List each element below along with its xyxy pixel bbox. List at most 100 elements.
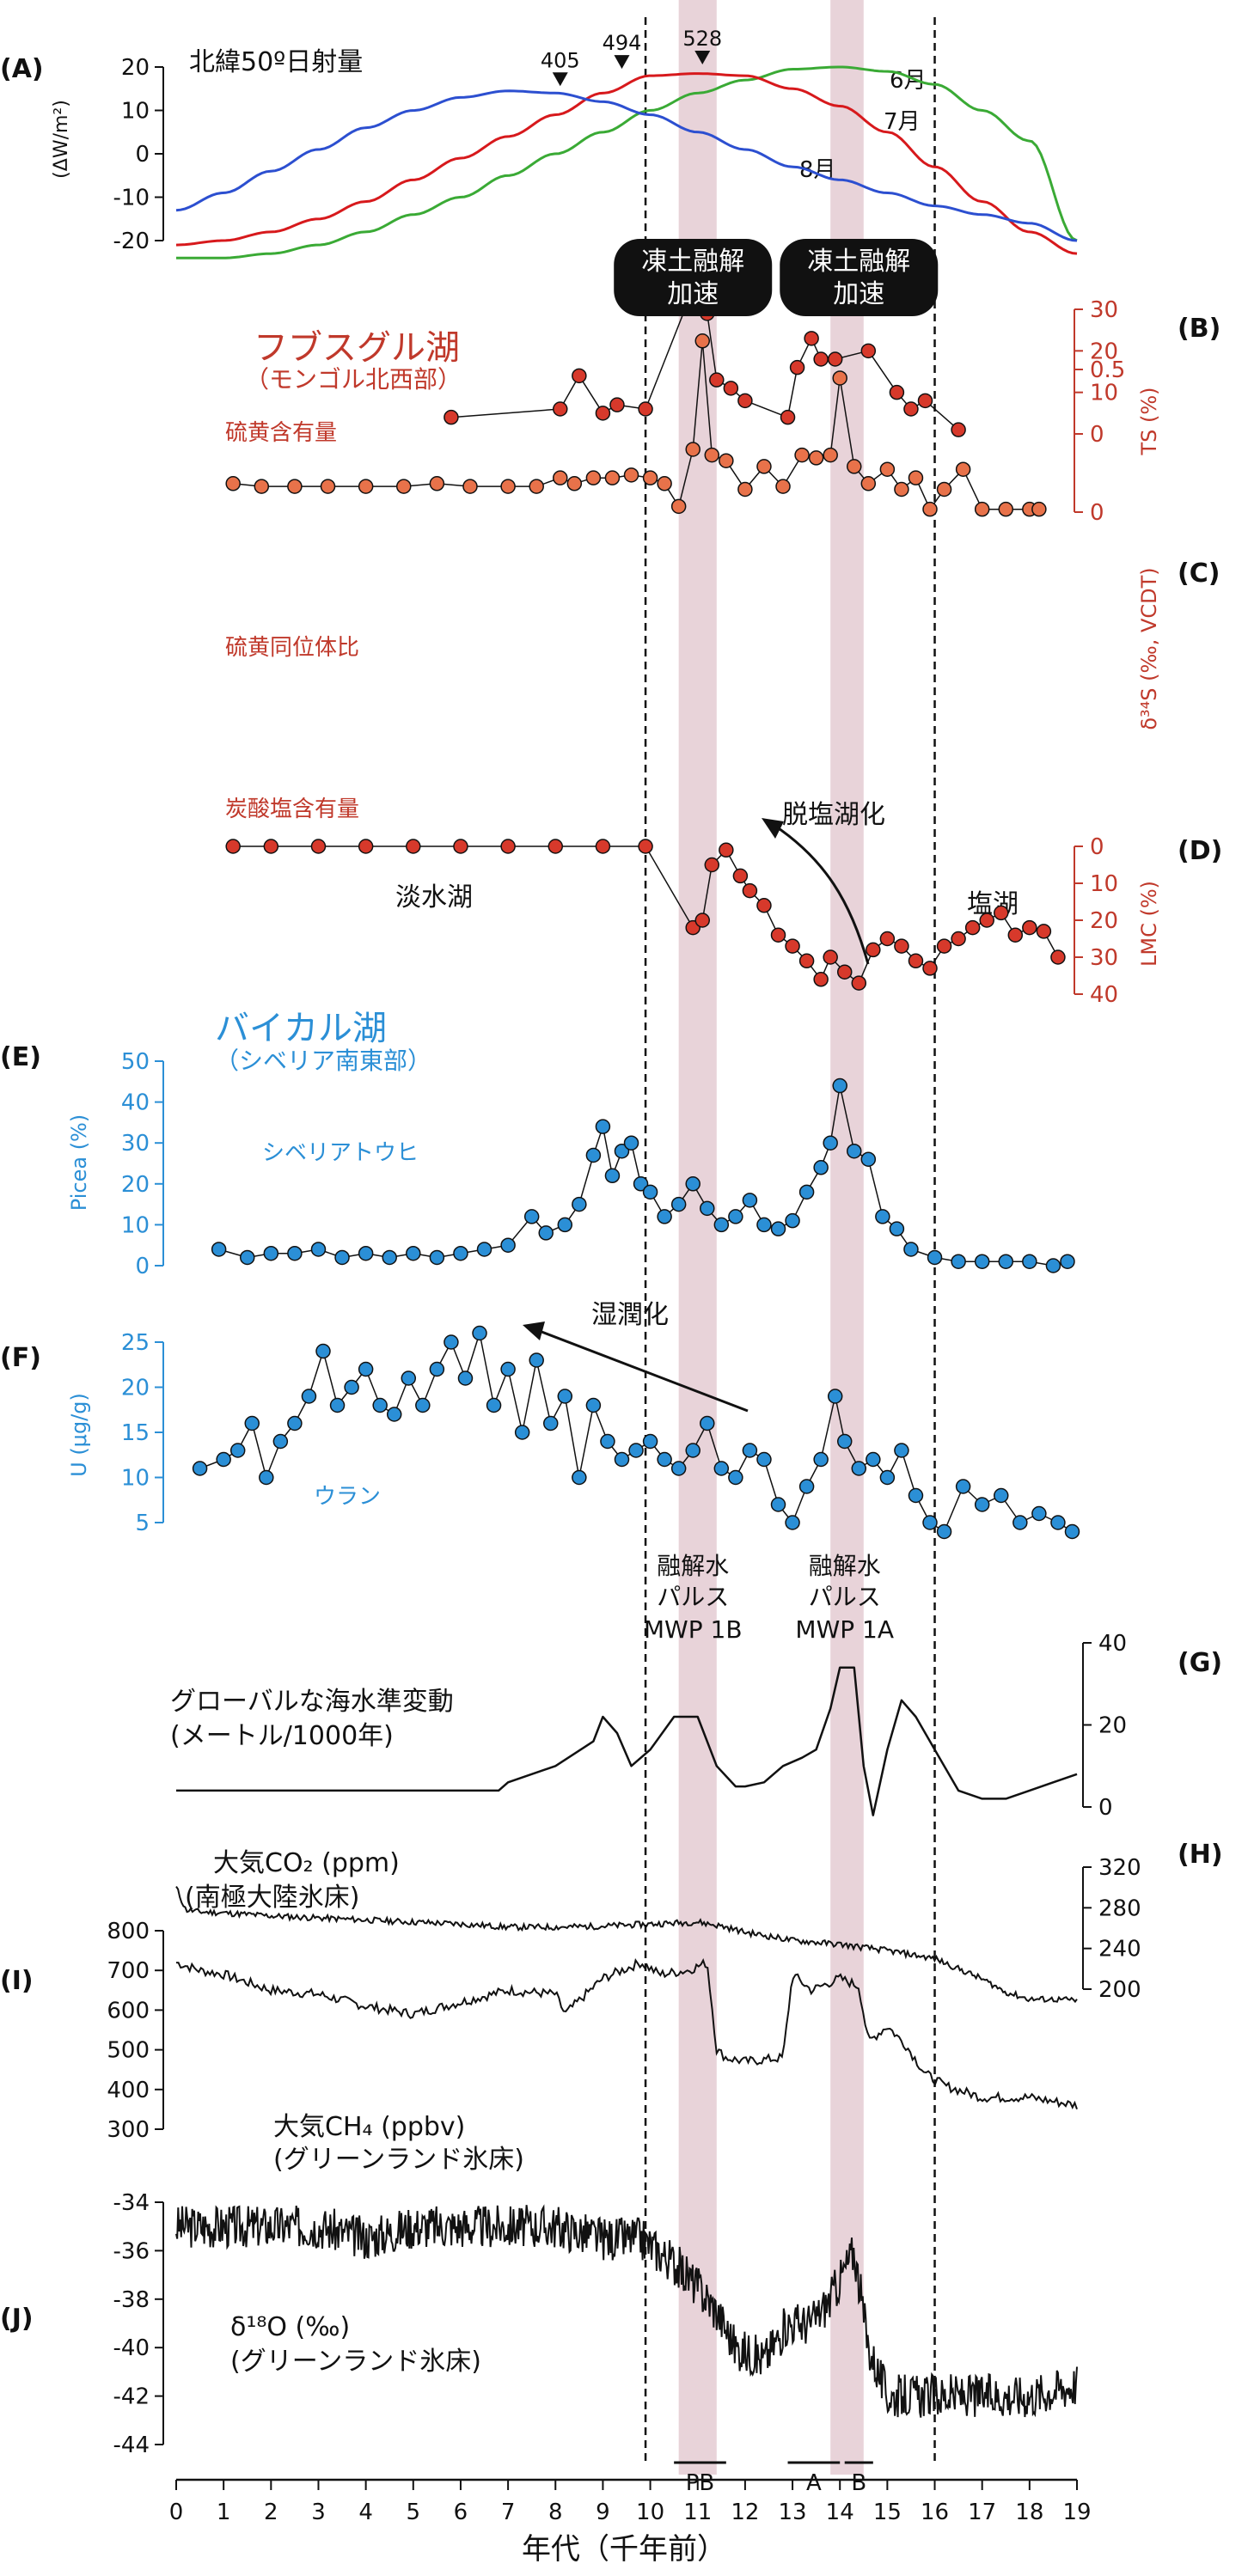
co2-tick-label: 280 <box>1098 1895 1141 1921</box>
lmc-point <box>704 857 720 873</box>
lmc-annotation: 炭酸塩含有量 <box>225 797 359 822</box>
lmc-point <box>785 938 800 954</box>
d34s-point <box>737 393 753 409</box>
mwp-label: 融解水 <box>809 1552 881 1580</box>
uranium-tick-label: 10 <box>121 1466 150 1492</box>
lmc-point <box>866 942 881 958</box>
panel-b-ts: 0.50 <box>225 314 1125 526</box>
lmc-point <box>263 839 279 854</box>
mwp-label: MWP 1A <box>795 1615 894 1644</box>
thaw-callout-text: 凍土融解 <box>807 247 910 277</box>
hovsgol-subtitle: （モンゴル北西部） <box>245 365 462 394</box>
uranium-point <box>756 1451 772 1468</box>
picea-point <box>523 1209 540 1224</box>
ts-point <box>320 479 336 494</box>
uranium-point <box>514 1425 530 1440</box>
panel-label-a: (A) <box>0 54 44 84</box>
ts-point <box>879 461 896 477</box>
picea-point <box>1022 1254 1037 1269</box>
uranium-point <box>713 1461 730 1476</box>
insolation-tick-label: 20 <box>121 55 150 81</box>
d34s-point <box>827 351 843 367</box>
ts-point <box>1031 501 1047 517</box>
lmc-point <box>719 842 734 858</box>
ts-point <box>860 476 877 491</box>
uranium-point <box>542 1415 559 1431</box>
lmc-point <box>225 839 241 854</box>
picea-point <box>860 1151 877 1167</box>
picea-point <box>728 1209 743 1224</box>
uranium-point <box>557 1389 573 1404</box>
highlight-band-1 <box>830 0 864 2475</box>
thaw-callout-0 <box>614 239 773 316</box>
sealevel-tick-label: 0 <box>1098 1795 1113 1821</box>
picea-point <box>742 1193 758 1208</box>
ts-point <box>974 501 990 517</box>
desalination-arrowhead <box>762 818 784 839</box>
d34s-point <box>889 384 905 400</box>
co2-tick-label: 240 <box>1098 1937 1141 1963</box>
picea-point <box>927 1249 943 1266</box>
thaw-callout-text: 加速 <box>833 279 884 309</box>
d18o-tick-label: -34 <box>113 2190 150 2216</box>
picea-tick-label: 0 <box>135 1254 150 1279</box>
d34s-tick-label: 10 <box>1090 381 1118 406</box>
x-tick-label: 9 <box>596 2500 610 2525</box>
lmc-point <box>922 961 938 976</box>
ts-point <box>396 479 412 494</box>
ts-point <box>225 476 241 491</box>
d34s-point <box>804 331 819 346</box>
picea-point <box>287 1245 303 1261</box>
uranium-point <box>486 1397 502 1413</box>
ts-point <box>694 333 711 349</box>
lmc-point <box>1036 924 1052 939</box>
picea-point <box>476 1242 492 1257</box>
ch4-tick-label: 400 <box>107 2078 150 2103</box>
picea-point <box>713 1217 730 1233</box>
panel-c-d34s: 30 20 10 0 <box>444 293 1118 448</box>
insolation-jun-line <box>176 65 1078 259</box>
d34s-point <box>444 409 459 425</box>
ts-point <box>604 470 621 485</box>
ts-point <box>670 498 687 515</box>
x-tick-label: 4 <box>358 2500 373 2525</box>
picea-point <box>823 1135 838 1151</box>
picea-point <box>263 1245 279 1261</box>
panel-f-uranium: 25 20 15 10 5 <box>121 1322 1080 1540</box>
mwp-label: パルス <box>809 1583 881 1611</box>
lmc-point <box>798 953 815 969</box>
uranium-point <box>287 1415 303 1431</box>
picea-annotation: シベリアトウヒ <box>262 1140 419 1166</box>
ts-point <box>832 370 847 386</box>
picea-point <box>889 1221 905 1236</box>
picea-point <box>211 1242 227 1257</box>
ts-point <box>500 479 516 494</box>
uranium-point <box>472 1325 487 1341</box>
d18o-tick-label: -36 <box>113 2238 150 2264</box>
ts-point <box>794 447 810 463</box>
uranium-point <box>429 1361 445 1377</box>
thaw-callout-1 <box>780 239 939 316</box>
picea-point <box>239 1249 255 1266</box>
uranium-point <box>785 1515 800 1530</box>
lmc-tick-label: 10 <box>1090 871 1118 897</box>
uranium-point <box>315 1343 331 1359</box>
freshwater-label: 淡水湖 <box>395 882 473 913</box>
lmc-point <box>993 905 1009 921</box>
picea-point <box>770 1221 786 1236</box>
uranium-point <box>500 1361 516 1377</box>
lmc-point <box>694 913 711 928</box>
co2-tick-label: 200 <box>1098 1977 1141 2003</box>
insolation-title: 北緯50º日射量 <box>189 47 363 77</box>
ts-point <box>358 479 374 494</box>
hovsgol-title: フブスグル湖 <box>254 328 460 368</box>
x-tick-label: 14 <box>826 2500 854 2525</box>
picea-point <box>670 1196 687 1212</box>
lmc-point <box>500 839 516 854</box>
uranium-point <box>358 1361 374 1377</box>
panel-j-d18o: -34 -36 -38 -40 -42 -44 <box>113 2190 1078 2458</box>
ts-point <box>704 447 720 463</box>
uranium-point <box>372 1397 388 1413</box>
ts-point <box>998 501 1014 517</box>
